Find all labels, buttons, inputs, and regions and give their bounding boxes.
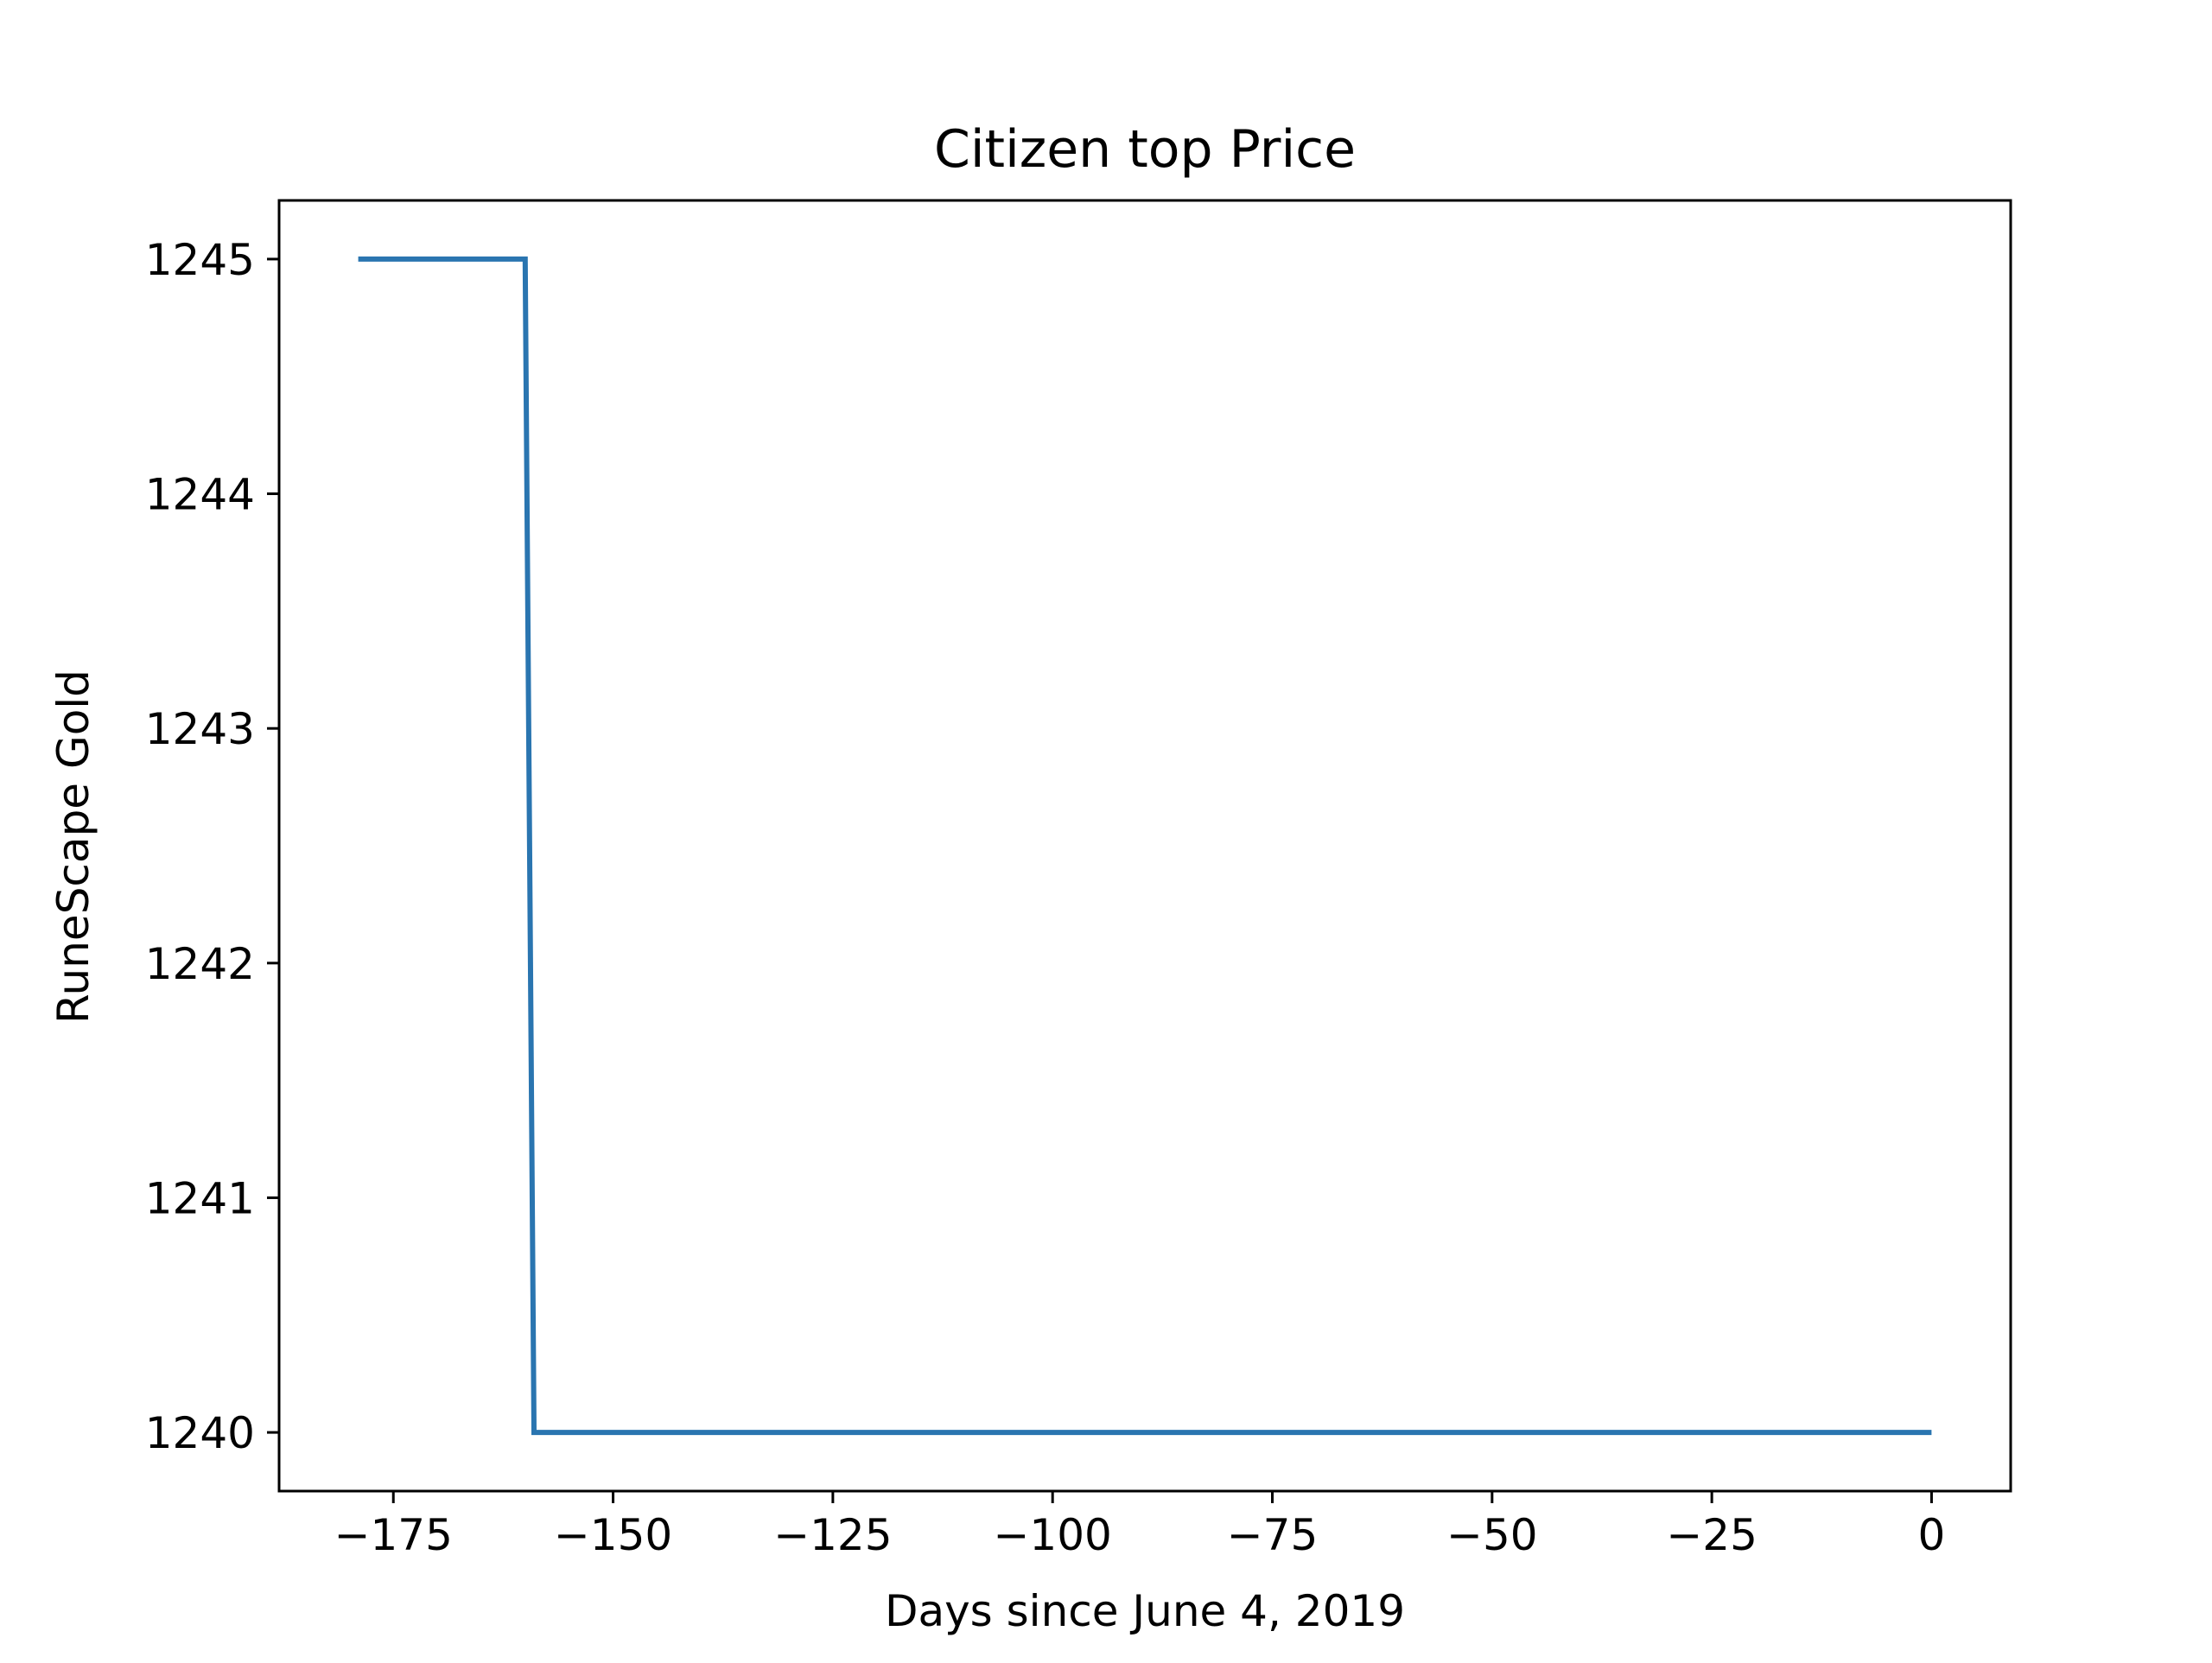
y-tick-label: 1245 [145, 235, 255, 285]
y-axis-label: RuneScape Gold [48, 670, 99, 1024]
y-tick-label: 1242 [145, 939, 255, 989]
x-tick-label: −150 [554, 1510, 672, 1560]
y-tick-label: 1243 [145, 704, 255, 754]
x-tick-label: −50 [1446, 1510, 1538, 1560]
x-tick-label: −100 [994, 1510, 1112, 1560]
chart-title: Citizen top Price [934, 119, 1356, 180]
y-tick-label: 1241 [145, 1173, 255, 1223]
plot-area: −175 −150 −125 −100 −75 −50 −25 0 1240 1241 1242 12… [145, 199, 2012, 1560]
y-tick-label: 1244 [145, 470, 255, 520]
y-tick-label: 1240 [145, 1408, 255, 1458]
x-tick-label: −175 [334, 1510, 453, 1560]
x-tick-label: −125 [773, 1510, 892, 1560]
x-tick-label: −25 [1666, 1510, 1758, 1560]
x-axis-label: Days since June 4, 2019 [885, 1586, 1405, 1636]
series-line-0 [358, 256, 1932, 1436]
axes-frame [277, 199, 2012, 1493]
x-tick-label: 0 [1918, 1510, 1946, 1560]
x-tick-label: −75 [1227, 1510, 1319, 1560]
